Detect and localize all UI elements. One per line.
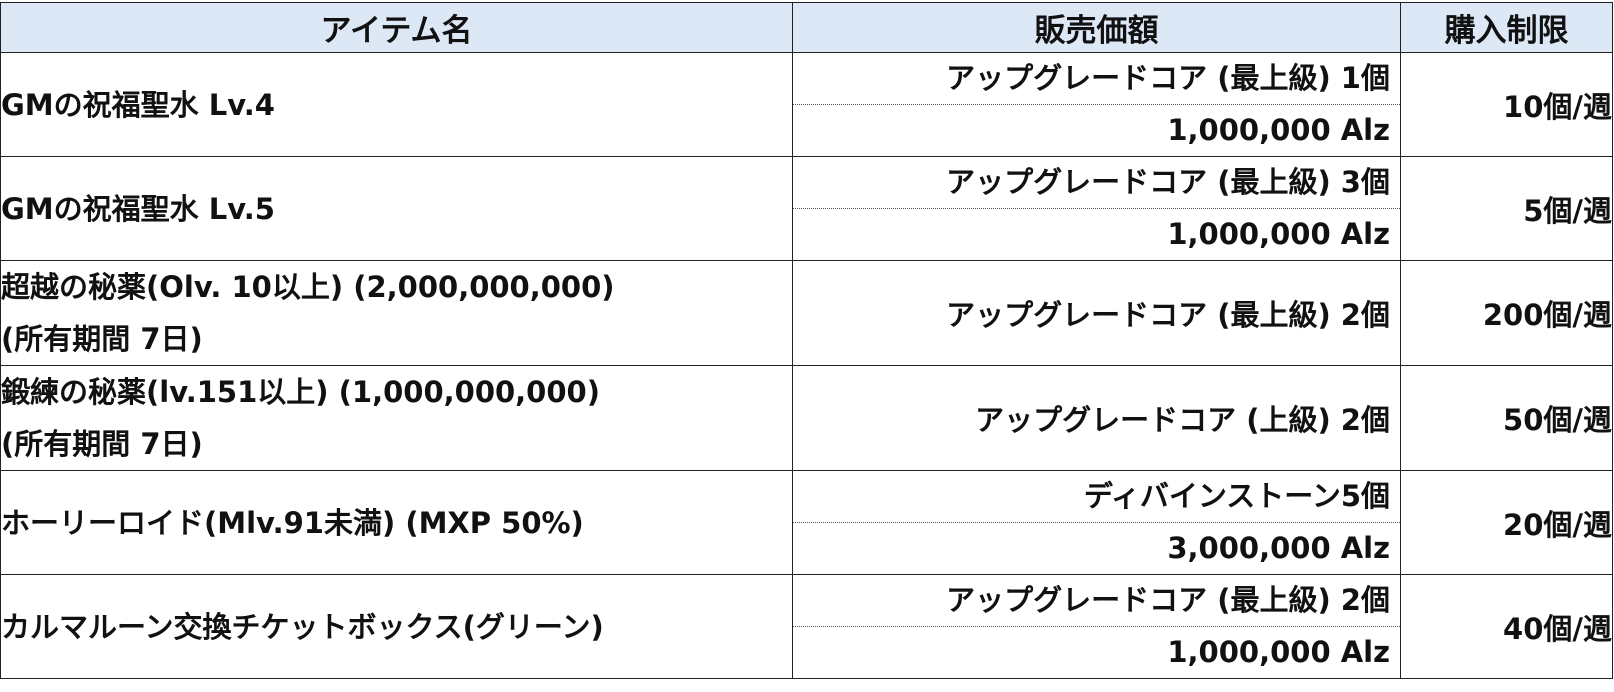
table-row: GMの祝福聖水 Lv.4 アップグレードコア (最上級) 1個 1,000,00… (0, 52, 1613, 157)
price-line: アップグレードコア (最上級) 2個 (946, 298, 1390, 332)
header-item-name: アイテム名 (0, 2, 793, 53)
item-name-note: (所有期間 7日) (1, 427, 203, 461)
header-row: アイテム名 販売価額 購入制限 (0, 2, 1613, 53)
price-line: 1,000,000 Alz (793, 626, 1400, 678)
item-name: カルマルーン交換チケットボックス(グリーン) (1, 609, 604, 644)
item-name: 超越の秘薬(Olv. 10以上) (2,000,000,000) (1, 270, 615, 304)
price-line: ディバインストーン5個 (1083, 479, 1390, 513)
price-cell: アップグレードコア (上級) 2個 (792, 365, 1401, 471)
purchase-limit: 40個/週 (1400, 574, 1613, 679)
purchase-limit: 10個/週 (1400, 52, 1613, 157)
item-name-cell: ホーリーロイド(Mlv.91未満) (MXP 50%) (0, 470, 793, 575)
table-row: 超越の秘薬(Olv. 10以上) (2,000,000,000) (所有期間 7… (0, 260, 1613, 366)
header-price: 販売価額 (792, 2, 1401, 53)
item-name: ホーリーロイド(Mlv.91未満) (MXP 50%) (1, 505, 584, 540)
purchase-limit: 5個/週 (1400, 156, 1613, 261)
price-line: アップグレードコア (最上級) 1個 (946, 61, 1390, 95)
price-line: アップグレードコア (最上級) 3個 (946, 165, 1390, 199)
purchase-limit: 50個/週 (1400, 365, 1613, 471)
table-row: ホーリーロイド(Mlv.91未満) (MXP 50%) ディバインストーン5個 … (0, 470, 1613, 575)
item-name-cell: 超越の秘薬(Olv. 10以上) (2,000,000,000) (所有期間 7… (0, 260, 793, 366)
price-cell: ディバインストーン5個 3,000,000 Alz (792, 470, 1401, 575)
table-row: カルマルーン交換チケットボックス(グリーン) アップグレードコア (最上級) 2… (0, 574, 1613, 679)
table-row: GMの祝福聖水 Lv.5 アップグレードコア (最上級) 3個 1,000,00… (0, 156, 1613, 261)
price-cell: アップグレードコア (最上級) 3個 1,000,000 Alz (792, 156, 1401, 261)
item-name-note: (所有期間 7日) (1, 322, 203, 356)
purchase-limit: 200個/週 (1400, 260, 1613, 366)
item-name-cell: 鍛練の秘薬(lv.151以上) (1,000,000,000) (所有期間 7日… (0, 365, 793, 471)
item-name-cell: GMの祝福聖水 Lv.4 (0, 52, 793, 157)
shop-table: アイテム名 販売価額 購入制限 GMの祝福聖水 Lv.4 アップグレードコア (… (0, 2, 1613, 679)
item-name-cell: GMの祝福聖水 Lv.5 (0, 156, 793, 261)
price-line: アップグレードコア (上級) 2個 (975, 403, 1390, 437)
table-row: 鍛練の秘薬(lv.151以上) (1,000,000,000) (所有期間 7日… (0, 365, 1613, 471)
purchase-limit: 20個/週 (1400, 470, 1613, 575)
price-cell: アップグレードコア (最上級) 2個 (792, 260, 1401, 366)
price-line: 1,000,000 Alz (793, 208, 1400, 260)
item-name: GMの祝福聖水 Lv.5 (1, 191, 275, 226)
price-line: 1,000,000 Alz (793, 104, 1400, 156)
price-cell: アップグレードコア (最上級) 2個 1,000,000 Alz (792, 574, 1401, 679)
price-cell: アップグレードコア (最上級) 1個 1,000,000 Alz (792, 52, 1401, 157)
price-line: 3,000,000 Alz (793, 522, 1400, 574)
item-name-cell: カルマルーン交換チケットボックス(グリーン) (0, 574, 793, 679)
item-name: 鍛練の秘薬(lv.151以上) (1,000,000,000) (1, 375, 600, 409)
item-name: GMの祝福聖水 Lv.4 (1, 87, 275, 122)
price-line: アップグレードコア (最上級) 2個 (946, 583, 1390, 617)
header-limit: 購入制限 (1400, 2, 1613, 53)
